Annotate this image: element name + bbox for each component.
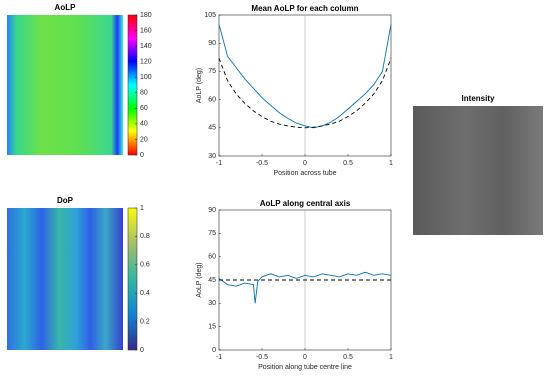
colorbar bbox=[127, 207, 138, 351]
y-tick-label: 30 bbox=[208, 300, 216, 307]
y-tick-label: 75 bbox=[208, 68, 216, 75]
image bbox=[7, 208, 123, 350]
x-tick-label: -0.5 bbox=[256, 160, 268, 167]
x-axis-label: Position along tube centre line bbox=[258, 364, 352, 371]
colorbar-tick-label: 0.6 bbox=[140, 262, 150, 269]
y-axis-label: AoLP (deg) bbox=[196, 68, 203, 103]
y-tick-label: 0 bbox=[212, 347, 216, 354]
colorbar-tick-label: 140 bbox=[140, 43, 152, 50]
x-tick-label: 0.5 bbox=[343, 354, 353, 361]
colorbar-tick-label: 60 bbox=[140, 105, 148, 112]
y-tick-label: 45 bbox=[208, 277, 216, 284]
colorbar-tick-label: 0.4 bbox=[140, 290, 150, 297]
x-axis-label: Position across tube bbox=[273, 170, 336, 177]
image-title: DoP bbox=[57, 196, 74, 205]
colorbar-tick-label: 0 bbox=[140, 347, 144, 354]
colorbar-tick-label: 40 bbox=[140, 121, 148, 128]
x-tick-label: 1 bbox=[389, 160, 393, 167]
colorbar-tick-label: 0.2 bbox=[140, 318, 150, 325]
colorbar-tick-label: 80 bbox=[140, 90, 148, 97]
image bbox=[7, 15, 123, 155]
colorbar-tick-label: 100 bbox=[140, 74, 152, 81]
colorbar-tick-label: 20 bbox=[140, 136, 148, 143]
series-line bbox=[218, 271, 392, 304]
colorbar-tick-label: 180 bbox=[140, 12, 152, 19]
y-tick-label: 15 bbox=[208, 324, 216, 331]
y-tick-label: 75 bbox=[208, 230, 216, 237]
colorbar-tick-label: 1 bbox=[140, 205, 144, 212]
colorbar-tick-label: 120 bbox=[140, 59, 152, 66]
y-tick-label: 60 bbox=[208, 96, 216, 103]
y-tick-label: 105 bbox=[204, 12, 216, 19]
image bbox=[413, 106, 543, 235]
x-tick-label: 0.5 bbox=[343, 160, 353, 167]
chart-title: Mean AoLP for each column bbox=[251, 4, 358, 13]
y-tick-label: 45 bbox=[208, 125, 216, 132]
colorbar bbox=[127, 14, 138, 156]
x-tick-label: -0.5 bbox=[256, 354, 268, 361]
image-title: AoLP bbox=[55, 3, 77, 12]
x-tick-label: 0 bbox=[303, 160, 307, 167]
x-tick-label: -1 bbox=[216, 160, 222, 167]
x-tick-label: 1 bbox=[389, 354, 393, 361]
colorbar-tick-label: 0 bbox=[140, 152, 144, 159]
y-tick-label: 30 bbox=[208, 153, 216, 160]
y-tick-label: 90 bbox=[208, 207, 216, 214]
x-tick-label: 0 bbox=[303, 354, 307, 361]
colorbar-tick-label: 0.8 bbox=[140, 233, 150, 240]
x-tick-label: -1 bbox=[216, 354, 222, 361]
image-title: Intensity bbox=[462, 94, 495, 103]
y-axis-label: AoLP (deg) bbox=[196, 262, 203, 297]
series-line bbox=[218, 24, 392, 129]
chart-title: AoLP along central axis bbox=[260, 199, 351, 208]
colorbar-tick-label: 160 bbox=[140, 27, 152, 34]
y-tick-label: 90 bbox=[208, 40, 216, 47]
y-tick-label: 60 bbox=[208, 254, 216, 261]
series-line bbox=[218, 58, 392, 129]
